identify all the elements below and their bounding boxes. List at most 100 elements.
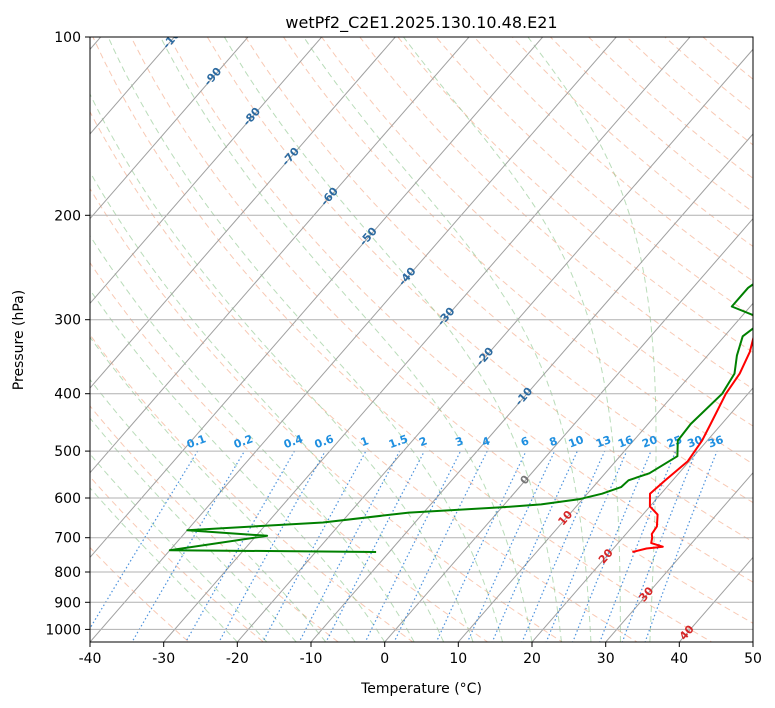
x-tick-label: 50: [744, 651, 762, 667]
x-tick-label: -30: [152, 651, 175, 667]
isotherm-line: [90, 37, 617, 642]
mixing-ratio-label: 0.4: [282, 432, 305, 451]
y-tick-label: 900: [54, 595, 81, 611]
mixing-ratio-label: 6: [519, 434, 531, 449]
chart-title: wetPf2_C2E1.2025.130.10.48.E21: [285, 13, 557, 33]
dry-adiabat: [206, 37, 753, 543]
mixing-ratio-line: [644, 450, 718, 642]
mixing-ratio-line: [621, 450, 697, 642]
y-axis-ticks: 100 200 300 400 500 600 700 800 900 1000: [45, 30, 90, 638]
y-tick-label: 500: [54, 444, 81, 460]
dry-adiabat: [90, 475, 265, 642]
moist-adiabat: [90, 417, 297, 642]
moist-adiabat: [527, 37, 657, 642]
mixing-ratio-line: [466, 450, 556, 642]
dry-adiabat: [90, 334, 414, 642]
x-tick-label: 40: [670, 651, 688, 667]
dry-adiabat: [473, 37, 753, 282]
moist-adiabat: [160, 37, 533, 642]
moist-adiabat: [90, 171, 445, 642]
moist-adiabat: [107, 37, 503, 642]
y-tick-label: 200: [54, 208, 81, 224]
moist-adiabat: [90, 487, 238, 642]
x-tick-label: -40: [79, 651, 102, 667]
mixing-ratio-label: 13: [594, 433, 613, 450]
moist-adiabat: [90, 453, 268, 642]
dry-adiabat: [168, 37, 753, 583]
mixing-ratio-label: 4: [480, 434, 492, 449]
mixing-ratio-label: 0.6: [313, 432, 336, 451]
moist-adiabat: [223, 37, 562, 642]
y-tick-label: 400: [54, 387, 81, 403]
isotherm-line: [752, 641, 753, 642]
x-tick-label: -10: [300, 651, 323, 667]
mixing-ratio-label: 8: [548, 434, 560, 449]
dry-adiabat: [664, 37, 753, 113]
x-tick-label: 20: [523, 651, 541, 667]
y-tick-label: 300: [54, 313, 81, 329]
x-axis-title: Temperature (°C): [360, 681, 482, 697]
mixing-ratio-line: [545, 450, 628, 642]
dry-adiabat: [92, 37, 713, 642]
dry-adiabat: [130, 37, 753, 624]
y-tick-label: 600: [54, 491, 81, 507]
mixing-ratio-labels: 0.1 0.2 0.4 0.6 1 1.5 2 3 4 6 8 10 13 16 20 25 30 36: [185, 432, 726, 451]
profile-series: [168, 283, 753, 553]
moist-adiabat: [90, 289, 386, 642]
dry-adiabat: [90, 110, 638, 642]
dry-adiabat: [511, 37, 753, 248]
mixing-ratio-label: 20: [640, 433, 659, 451]
dry-adiabat: [90, 187, 564, 642]
x-tick-label: 30: [597, 651, 615, 667]
isotherm-line: [384, 217, 753, 642]
dewpoint-profile-line: [168, 283, 753, 553]
isotherm-line: [163, 37, 691, 642]
mixing-ratio-label: 2: [417, 434, 429, 449]
isotherm-line: [310, 133, 753, 642]
isotherm-line: [90, 37, 470, 474]
mixing-ratio-label: 1: [359, 434, 371, 449]
isotherm-line: [236, 48, 753, 642]
mixing-ratio-label: 1.5: [387, 432, 410, 451]
moist-adiabat: [90, 378, 327, 642]
x-tick-label: 10: [449, 651, 467, 667]
y-tick-label: 700: [54, 531, 81, 547]
x-axis-ticks: -40 -30 -20 -10 0 10 20 30 40 50: [79, 642, 762, 667]
isotherm-line: [90, 37, 544, 559]
mixing-ratio-label: 3: [454, 434, 466, 449]
isotherm-line: [90, 37, 396, 389]
y-tick-label: 1000: [45, 622, 81, 638]
dry-adiabat: [321, 37, 753, 427]
isotherm-line: [531, 387, 753, 642]
moist-adiabat: [90, 93, 474, 642]
mixing-ratio-label: 36: [706, 433, 725, 451]
dry-adiabat: [550, 37, 753, 213]
dry-adiabat: [90, 261, 489, 642]
isotherm-line: [90, 37, 249, 220]
y-tick-label: 800: [54, 565, 81, 581]
moist-adiabat: [90, 234, 415, 642]
x-tick-label: -20: [226, 651, 249, 667]
isotherm-line: [605, 471, 753, 642]
mixing-ratio-label: 16: [616, 433, 635, 451]
mixing-ratio-line: [131, 450, 246, 642]
moist-adiabat: [303, 37, 592, 642]
mixing-ratio-label: 0.1: [185, 432, 208, 451]
background-lines: [90, 37, 753, 642]
mixing-ratio-label: 30: [686, 433, 705, 451]
mixing-ratio-label: 0.2: [232, 432, 255, 451]
y-tick-label: 100: [54, 30, 81, 46]
isotherm-line: [90, 37, 175, 135]
mixing-ratio-label: 10: [567, 433, 586, 451]
moist-adiabat: [403, 37, 621, 642]
x-tick-label: 0: [380, 651, 389, 667]
isotherm-line: [90, 37, 323, 305]
isotherm-line: [457, 302, 753, 642]
dry-adiabat: [90, 546, 190, 642]
pressure-gridlines: [90, 37, 753, 630]
temperature-profile-line: [632, 335, 753, 553]
dry-adiabat: [90, 405, 340, 642]
dry-adiabat: [283, 37, 753, 465]
plot-frame: [89, 36, 754, 643]
